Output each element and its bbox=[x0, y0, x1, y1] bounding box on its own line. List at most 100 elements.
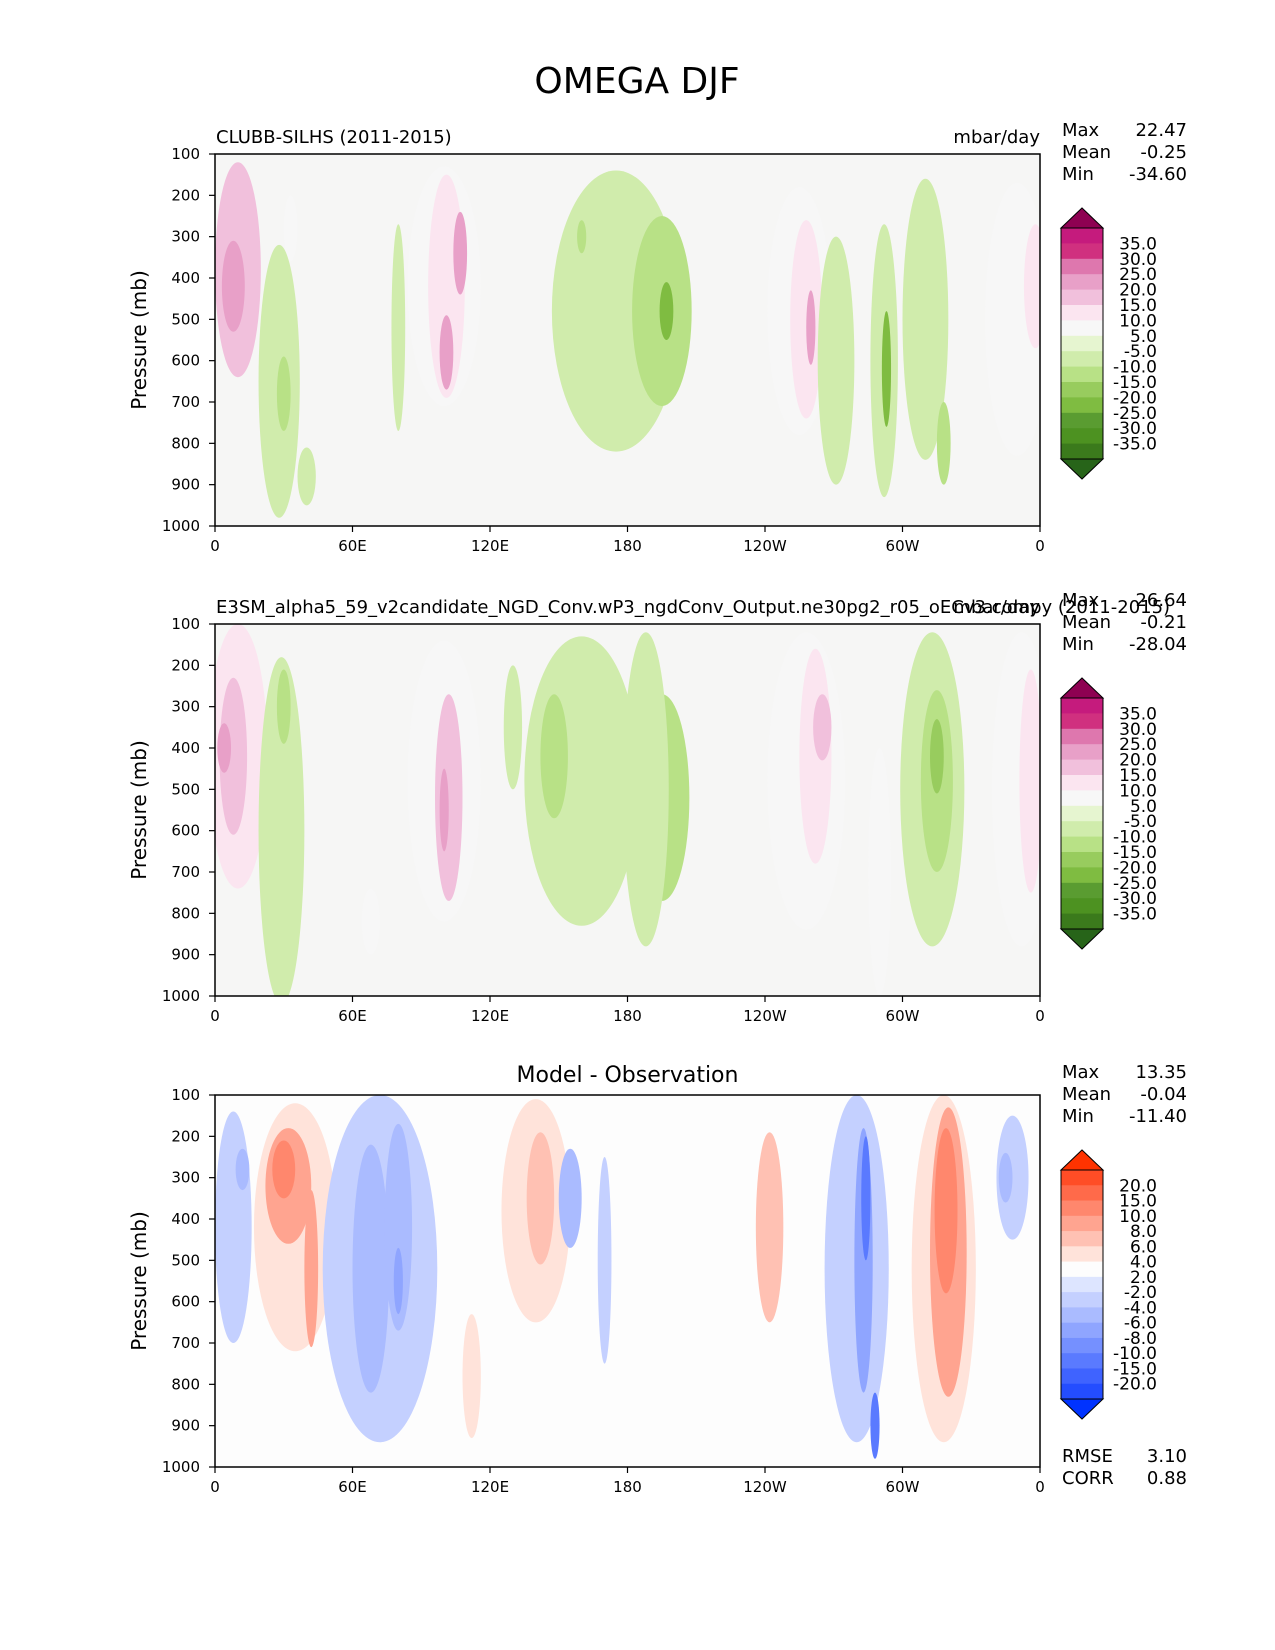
colorbar-label: -4.0 bbox=[1124, 1298, 1157, 1318]
colorbar-label: 15.0 bbox=[1119, 1192, 1157, 1212]
contour-fields bbox=[215, 162, 1040, 518]
panel-test: 0 60E 120E 180 120W 60W 0 100 200 300 400 500 600 700… bbox=[127, 120, 1187, 555]
colorbar-label: -2.0 bbox=[1124, 1283, 1157, 1303]
contour-blob bbox=[524, 636, 639, 926]
colorbar-label: -15.0 bbox=[1113, 373, 1157, 393]
colorbar-segment bbox=[1061, 366, 1103, 383]
contour-blob bbox=[435, 694, 463, 901]
stat-value: -11.40 bbox=[1129, 1106, 1187, 1127]
colorbar-segment bbox=[1061, 443, 1103, 460]
colorbar-label: -5.0 bbox=[1124, 342, 1157, 362]
contour-blob bbox=[393, 1247, 403, 1315]
contour-blob bbox=[622, 632, 669, 947]
contour-blob bbox=[439, 768, 449, 852]
contour-blob bbox=[806, 290, 816, 365]
y-tick-label: 1000 bbox=[162, 987, 200, 1005]
colorbar-segment bbox=[1061, 744, 1103, 761]
contour-fields bbox=[215, 1095, 1029, 1459]
x-tick-label: 120W bbox=[743, 1007, 787, 1025]
colorbar-segment bbox=[1061, 258, 1103, 275]
colorbar-segment bbox=[1061, 320, 1103, 337]
y-tick-label: 200 bbox=[171, 186, 200, 204]
contour-blob bbox=[1019, 669, 1040, 893]
colorbar-segment bbox=[1061, 1307, 1103, 1324]
colorbar-segment bbox=[1061, 1383, 1103, 1400]
colorbar-label: -8.0 bbox=[1124, 1329, 1157, 1349]
colorbar-label: 4.0 bbox=[1130, 1253, 1157, 1273]
y-tick-label: 1000 bbox=[162, 1458, 200, 1476]
stat-label: Min bbox=[1062, 164, 1094, 185]
colorbar-label: -15.0 bbox=[1113, 843, 1157, 863]
colorbar-segment bbox=[1061, 867, 1103, 884]
colorbar-label: -25.0 bbox=[1113, 404, 1157, 424]
y-tick-label: 700 bbox=[171, 863, 200, 881]
contour-blob bbox=[577, 220, 587, 254]
colorbar: 35.030.025.020.015.010.05.0-5.0-10.0-15.… bbox=[1059, 207, 1157, 480]
contour-blob bbox=[361, 888, 381, 955]
colorbar-label: -10.0 bbox=[1113, 358, 1157, 378]
x-tick-label: 120E bbox=[471, 1007, 509, 1025]
colorbar-segment bbox=[1061, 1322, 1103, 1339]
colorbar-segment bbox=[1061, 775, 1103, 791]
colorbar-label: 5.0 bbox=[1130, 327, 1157, 347]
colorbar-segment bbox=[1061, 759, 1103, 776]
colorbar-bottom-extend bbox=[1059, 458, 1105, 480]
contour-blob bbox=[453, 211, 468, 295]
colorbar-segment bbox=[1061, 698, 1103, 714]
contour-blob bbox=[384, 1123, 413, 1331]
y-tick-label: 500 bbox=[171, 1251, 200, 1269]
contour-blob bbox=[457, 1177, 477, 1360]
colorbar-segment bbox=[1061, 243, 1103, 260]
stat-label: Mean bbox=[1062, 612, 1111, 633]
stat-value: 22.47 bbox=[1135, 120, 1187, 141]
colorbar-segment bbox=[1061, 335, 1103, 352]
colorbar-label: -20.0 bbox=[1113, 1375, 1157, 1395]
contour-blob bbox=[870, 1392, 880, 1459]
colorbar-segment bbox=[1061, 1276, 1103, 1293]
contour-blob bbox=[235, 1148, 250, 1191]
colorbar-label: -15.0 bbox=[1113, 1359, 1157, 1379]
x-tick-label: 60W bbox=[886, 1478, 920, 1496]
colorbar-top-extend bbox=[1059, 207, 1105, 229]
y-tick-label: 700 bbox=[171, 393, 200, 411]
colorbar-segment bbox=[1061, 1170, 1103, 1186]
contour-blob bbox=[526, 1132, 555, 1265]
x-tick-label: 0 bbox=[210, 537, 220, 555]
colorbar-segment bbox=[1061, 1215, 1103, 1232]
stat-label: Max bbox=[1062, 1062, 1100, 1083]
panel-title-center: Model - Observation bbox=[517, 1063, 739, 1088]
stat-value: -0.21 bbox=[1140, 612, 1187, 633]
x-tick-label: 60E bbox=[338, 1007, 367, 1025]
contour-blob bbox=[597, 1157, 612, 1364]
y-tick-label: 100 bbox=[171, 615, 200, 633]
x-tick-label: 180 bbox=[613, 1007, 642, 1025]
colorbar-label: -25.0 bbox=[1113, 874, 1157, 894]
stat-value: 26.64 bbox=[1135, 590, 1187, 611]
colorbar-label: 20.0 bbox=[1119, 281, 1157, 301]
stat-value: -34.60 bbox=[1129, 164, 1187, 185]
colorbar-segment bbox=[1061, 1185, 1103, 1202]
y-tick-label: 400 bbox=[171, 269, 200, 287]
colorbar-segment bbox=[1061, 351, 1103, 368]
y-tick-label: 600 bbox=[171, 822, 200, 840]
x-tick-label: 0 bbox=[1035, 1007, 1045, 1025]
colorbar-segment bbox=[1061, 1261, 1103, 1278]
colorbar-label: -30.0 bbox=[1113, 419, 1157, 439]
stat-label: CORR bbox=[1062, 1468, 1114, 1489]
y-tick-label: 700 bbox=[171, 1334, 200, 1352]
contour-blob bbox=[276, 356, 291, 431]
contour-blob bbox=[439, 315, 454, 390]
contour-blob bbox=[391, 224, 406, 431]
colorbar-segment bbox=[1061, 805, 1103, 822]
stat-value: 0.88 bbox=[1147, 1468, 1187, 1489]
colorbar-segment bbox=[1061, 882, 1103, 899]
x-tick-label: 60W bbox=[886, 1007, 920, 1025]
contour-blob bbox=[558, 1148, 582, 1248]
colorbar-label: 20.0 bbox=[1119, 751, 1157, 771]
colorbar-label: 2.0 bbox=[1130, 1268, 1157, 1288]
colorbar-segment bbox=[1061, 852, 1103, 868]
contour-blob bbox=[813, 694, 832, 761]
colorbar: 20.015.010.08.06.04.02.0-2.0-4.0-6.0-8.0… bbox=[1059, 1149, 1157, 1420]
contour-blob bbox=[272, 1140, 296, 1199]
